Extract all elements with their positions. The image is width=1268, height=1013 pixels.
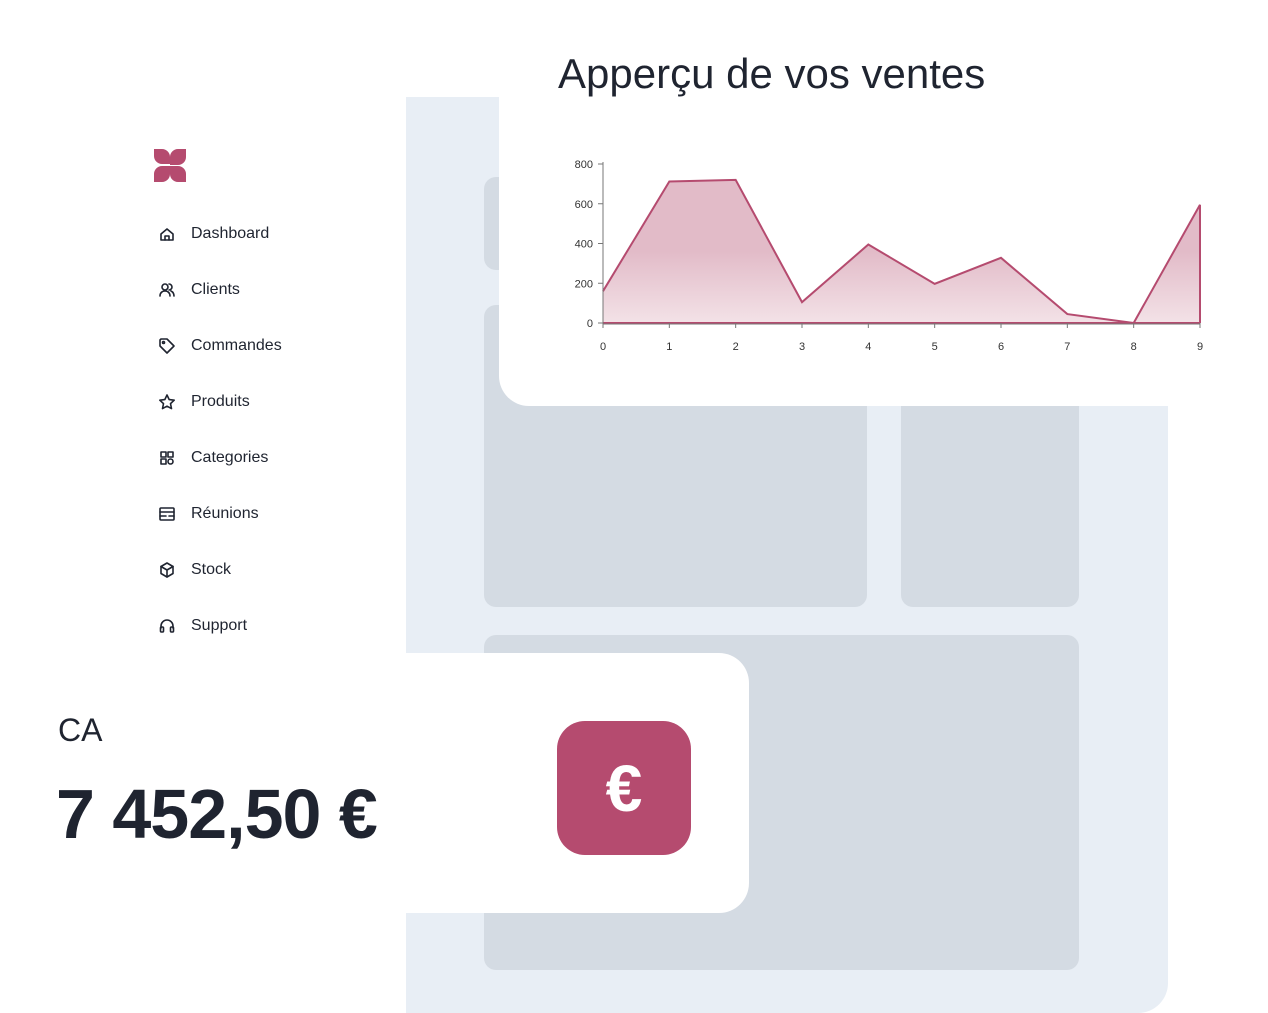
x-tick-label: 6 bbox=[998, 341, 1004, 353]
sidebar-item-reunions[interactable]: Réunions bbox=[158, 505, 259, 523]
sidebar-item-label: Support bbox=[191, 617, 248, 634]
x-tick-label: 3 bbox=[799, 341, 805, 353]
x-tick-label: 0 bbox=[600, 341, 606, 353]
cube-icon bbox=[160, 562, 174, 578]
y-tick-label: 200 bbox=[575, 278, 593, 290]
sidebar-item-label: Stock bbox=[191, 561, 232, 578]
sidebar-item-label: Commandes bbox=[191, 337, 282, 354]
x-tick-label: 1 bbox=[666, 341, 672, 353]
y-tick-label: 0 bbox=[587, 318, 593, 330]
sales-chart-card bbox=[499, 0, 1268, 406]
headset-icon bbox=[159, 619, 175, 633]
y-tick-label: 400 bbox=[575, 239, 593, 251]
x-tick-label: 8 bbox=[1131, 341, 1137, 353]
x-tick-label: 4 bbox=[865, 341, 871, 353]
x-tick-label: 5 bbox=[932, 341, 938, 353]
series-line bbox=[602, 178, 1201, 325]
revenue-value: 7 452,50 € bbox=[56, 775, 378, 853]
calendar-icon bbox=[159, 507, 175, 521]
sidebar-item-label: Categories bbox=[191, 449, 269, 466]
sidebar-item-stock[interactable]: Stock bbox=[158, 561, 231, 579]
grid-icon bbox=[160, 451, 174, 465]
y-tick-label: 600 bbox=[575, 199, 593, 211]
star-icon bbox=[159, 394, 175, 410]
y-tick-label: 800 bbox=[575, 159, 593, 171]
x-tick-label: 2 bbox=[733, 341, 739, 353]
sidebar-item-support[interactable]: Support bbox=[158, 617, 247, 635]
sidebar-item-commandes[interactable]: Commandes bbox=[158, 337, 282, 355]
x-tick-label: 7 bbox=[1064, 341, 1070, 353]
tag-icon bbox=[159, 338, 175, 354]
revenue-label: CA bbox=[58, 712, 103, 748]
sales-title: Apperçu de vos ventes bbox=[558, 50, 986, 97]
sales-chart: 0 200 400 600 800 0 1 2 3 4 5 6 7 8 9 bbox=[575, 159, 1203, 353]
sidebar-item-categories[interactable]: Categories bbox=[158, 449, 268, 467]
x-tick-label: 9 bbox=[1197, 341, 1203, 353]
users-icon bbox=[159, 283, 175, 297]
sidebar-item-label: Réunions bbox=[191, 505, 259, 522]
area-fill bbox=[603, 179, 1200, 323]
home-icon bbox=[160, 228, 174, 241]
sidebar-item-produits[interactable]: Produits bbox=[158, 393, 250, 411]
four-petal-logo bbox=[154, 149, 186, 182]
sidebar-item-label: Dashboard bbox=[191, 225, 270, 242]
sidebar-item-clients[interactable]: Clients bbox=[158, 281, 240, 299]
sidebar-item-label: Produits bbox=[191, 393, 250, 410]
sidebar-item-label: Clients bbox=[191, 281, 240, 298]
sidebar-item-dashboard[interactable]: Dashboard bbox=[158, 225, 269, 243]
euro-icon: € bbox=[557, 721, 691, 855]
